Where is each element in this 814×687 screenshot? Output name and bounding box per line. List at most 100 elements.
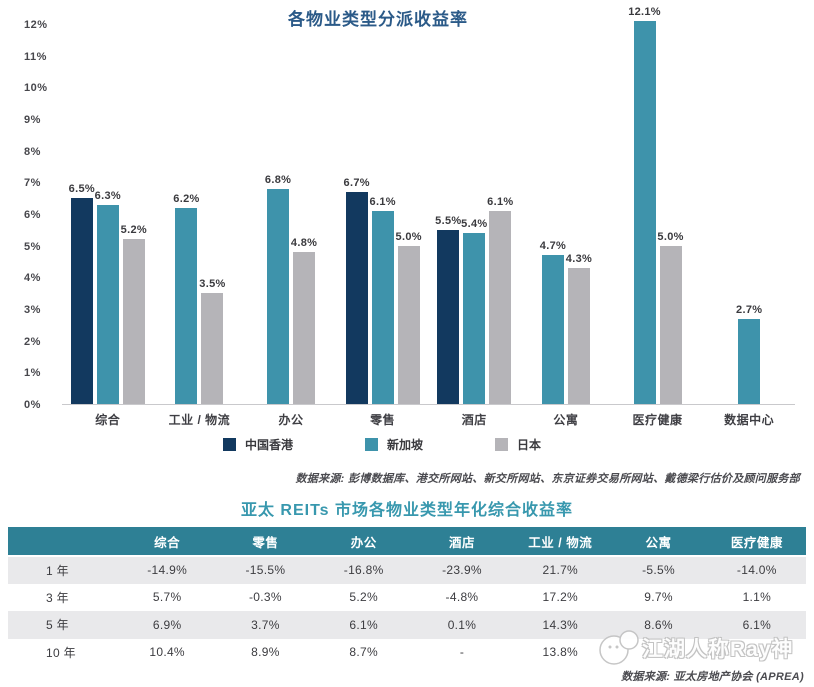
value-cell: 3.7% <box>216 611 315 639</box>
bars-row: 6.5% 6.3% 5.2% 6.2% 3.5% 6.8% 4.8% 6.7% 6.1% 5.0%… <box>62 6 795 405</box>
bar-column: 5.0% <box>657 231 684 404</box>
value-cell: -5.5% <box>609 556 708 584</box>
table-source-note: 数据来源: 亚太房地产协会 (APREA) <box>621 671 804 683</box>
bar <box>541 255 564 404</box>
value-cell: -4.8% <box>445 590 479 605</box>
bar-group: 6.7% 6.1% 5.0% <box>337 25 429 404</box>
bar-column: 5.4% <box>461 218 487 404</box>
category-label: 医疗健康 <box>632 413 683 427</box>
value-cell <box>609 639 707 667</box>
category-label: 数据中心 <box>724 413 775 427</box>
bar-value-label: 2.7% <box>736 303 763 316</box>
value-cell: 6.1% <box>707 611 806 639</box>
table-header-cell: 医疗健康 <box>707 527 806 557</box>
value-cell: -14.9% <box>118 556 217 584</box>
value-cell: 8.7% <box>349 645 378 660</box>
bar-value-label: 6.8% <box>264 173 292 186</box>
bar <box>122 239 145 404</box>
y-tick-label: 0% <box>24 399 41 411</box>
value-cell: - <box>459 645 465 660</box>
bar <box>345 191 368 404</box>
row-label-cell: 3 年 <box>46 590 69 605</box>
value-cell: 6.1% <box>314 611 413 639</box>
bar <box>738 318 761 404</box>
value-cell: 1.1% <box>742 590 772 605</box>
bar <box>201 293 224 404</box>
bar-group: 4.7% 4.3% <box>520 25 612 404</box>
value-cell: 6.9% <box>118 611 217 639</box>
bar-group: 6.8% 4.8% <box>245 25 337 404</box>
bar-value-label: 5.0% <box>395 230 422 243</box>
bar-value-label: 5.5% <box>435 214 462 227</box>
bar <box>567 267 590 404</box>
row-label-cell: 5 年 <box>8 611 118 639</box>
bar-column: 6.8% <box>265 174 291 404</box>
bar-column: 6.1% <box>370 196 396 404</box>
table-body: 1 年 -14.9% -15.5% -16.8% -23.9% 21.7% -5.5% -14… <box>8 556 806 666</box>
bar-column: 4.3% <box>566 253 592 404</box>
table-title: 亚太 REITs 市场各物业类型年化综合收益率 <box>240 502 574 519</box>
value-cell: 13.8% <box>542 645 579 660</box>
y-tick-label: 3% <box>24 304 41 316</box>
y-tick-label: 4% <box>24 272 41 285</box>
value-cell: -16.8% <box>314 556 413 584</box>
y-tick-label: 11% <box>24 50 47 63</box>
category-label: 办公 <box>278 413 304 427</box>
returns-table: 综合 零售 办公 酒店 工业 / 物流 公寓 医疗健康 1 年 -14.9% -15.5% -16… <box>8 527 806 666</box>
value-cell: -23.9% <box>412 556 512 584</box>
y-tick-label: 9% <box>24 114 41 126</box>
chart-legend: 中国香港 新加坡 日本 <box>0 436 814 453</box>
bar-column: 6.2% <box>173 193 199 404</box>
bar-column: 6.5% <box>69 183 95 404</box>
bar-value-label: 12.1% <box>628 5 661 18</box>
value-cell: -0.3% <box>248 590 282 605</box>
row-label-cell: 10 年 <box>46 645 76 660</box>
bar-column: 6.3% <box>94 189 121 404</box>
plot-area: 6.5% 6.3% 5.2% 6.2% 3.5% 6.8% 4.8% 6.7% 6.1% 5.0%… <box>62 6 795 428</box>
bar <box>437 229 460 404</box>
category-label: 酒店 <box>461 413 487 427</box>
bar-column: 6.7% <box>344 177 370 404</box>
bar-column: 2.7% <box>736 303 763 404</box>
bar-column: 5.2% <box>121 224 147 404</box>
bar-value-label: 4.3% <box>565 252 593 265</box>
bar <box>267 188 290 404</box>
legend-item: 中国香港 <box>222 436 293 453</box>
bar-value-label: 6.7% <box>343 176 370 189</box>
bar <box>397 245 420 404</box>
value-cell <box>708 639 806 667</box>
bar-value-label: 6.1% <box>369 195 396 208</box>
table-header-cell: 公寓 <box>609 527 708 557</box>
bar <box>659 245 682 404</box>
bar-value-label: 5.2% <box>120 224 147 237</box>
value-cell: 14.3% <box>511 611 610 639</box>
table-row: 5 年 6.9% 3.7% 6.1% 0.1% 14.3% 8.6% 6.1% <box>8 611 806 639</box>
bar-column: 6.1% <box>487 196 513 404</box>
value-cell: 8.6% <box>609 611 708 639</box>
table-header-cell: 零售 <box>216 527 315 557</box>
value-cell: 9.7% <box>644 590 673 605</box>
bar-value-label: 3.5% <box>199 278 226 291</box>
bar-value-label: 4.7% <box>539 240 567 253</box>
bar <box>293 252 316 404</box>
value-cell: -14.0% <box>707 556 806 584</box>
table-header-cell <box>8 527 118 557</box>
y-tick-label: 10% <box>24 82 48 95</box>
value-cell: 21.7% <box>511 556 610 584</box>
bar-column: 4.8% <box>291 237 317 404</box>
table-header-cell: 综合 <box>118 527 217 557</box>
value-cell: 5.7% <box>152 590 182 605</box>
y-tick-label: 12% <box>24 19 48 31</box>
legend-item: 日本 <box>495 436 541 453</box>
y-tick-label: 1% <box>24 367 41 380</box>
legend-label: 中国香港 <box>244 438 293 452</box>
table-row: 1 年 -14.9% -15.5% -16.8% -23.9% 21.7% -5.5% -14… <box>8 556 806 584</box>
bar <box>633 20 656 404</box>
category-label: 工业 / 物流 <box>168 413 231 427</box>
bar-value-label: 6.3% <box>94 189 121 202</box>
table-header-row: 综合 零售 办公 酒店 工业 / 物流 公寓 医疗健康 <box>8 527 806 557</box>
table-row: 3 年 5.7% -0.3% 5.2% -4.8% 17.2% 9.7% 1.1% <box>8 584 806 612</box>
bar-column: 5.5% <box>435 215 461 404</box>
table-header: 综合 零售 办公 酒店 工业 / 物流 公寓 医疗健康 <box>8 527 806 557</box>
